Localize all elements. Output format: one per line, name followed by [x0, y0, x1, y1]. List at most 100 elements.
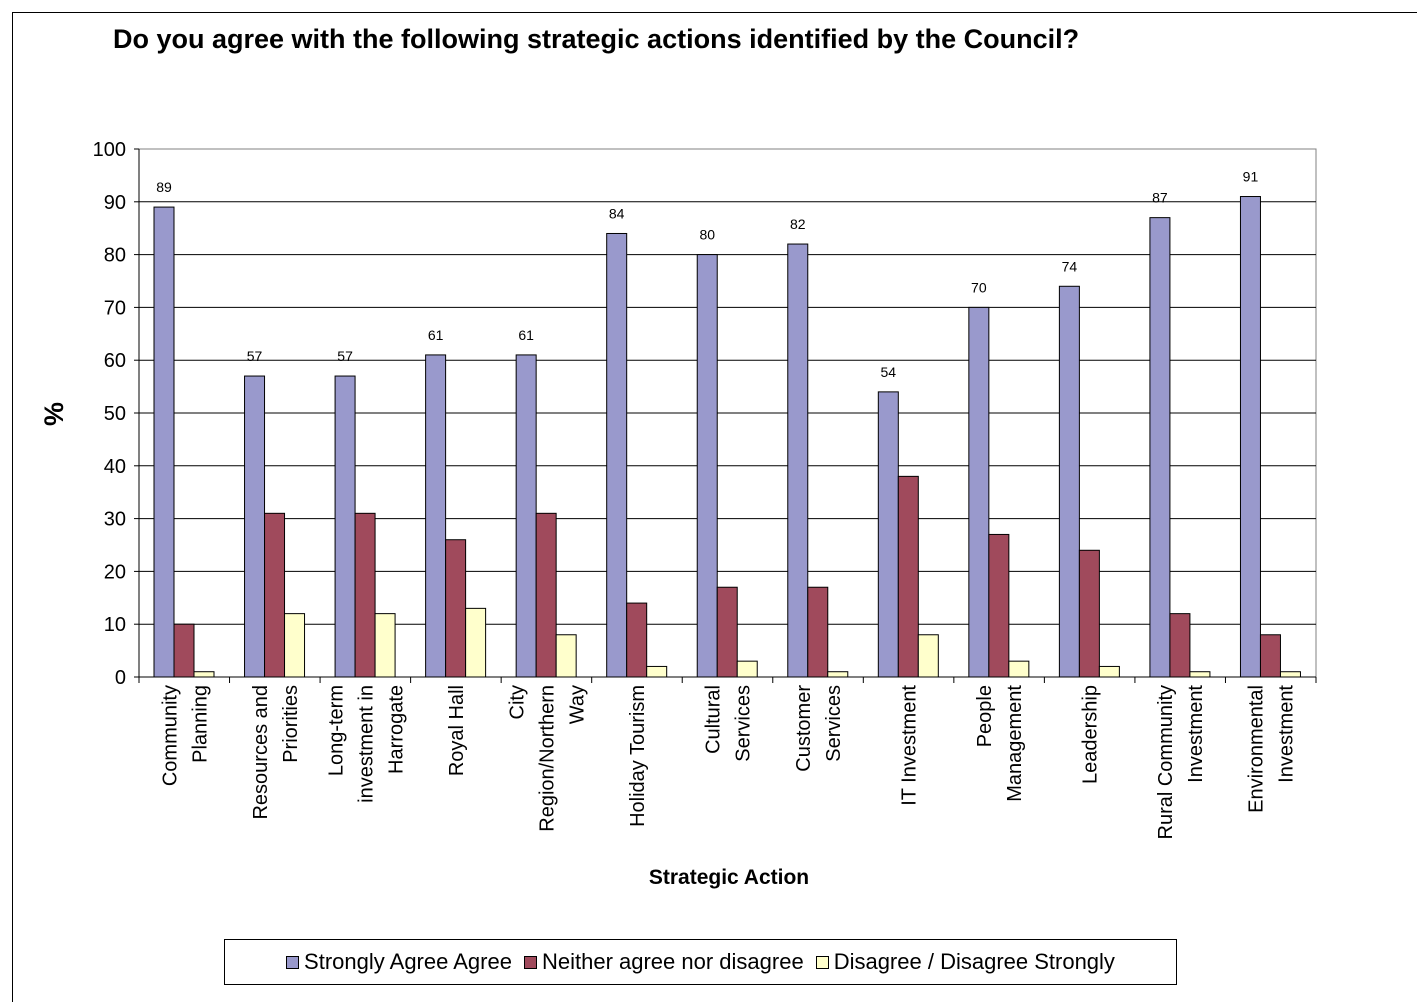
- bar-s2-c3: [465, 607, 487, 678]
- x-category-label-line: Services: [733, 685, 755, 762]
- bar-s0-c11: [1149, 217, 1171, 678]
- x-category-label-line: investment in: [355, 685, 377, 803]
- bar-s1-c11: [1169, 613, 1191, 678]
- data-label: 91: [1243, 169, 1259, 185]
- x-category-label-line: Priorities: [280, 685, 302, 763]
- x-category-label: Environmental Investment: [1246, 685, 1298, 813]
- bar-s0-c2: [334, 375, 356, 678]
- data-label: 70: [971, 279, 987, 295]
- bar-s2-c5: [646, 665, 668, 678]
- y-tick-label: 70: [104, 297, 126, 319]
- x-category-label-line: Royal Hall: [446, 685, 468, 776]
- bar-s0-c3: [425, 354, 447, 678]
- x-category-label-line: Leadership: [1080, 685, 1102, 784]
- legend-label-neither: Neither agree nor disagree: [541, 949, 804, 974]
- data-label: 80: [699, 227, 715, 243]
- x-category-label-line: Investment: [1185, 685, 1207, 783]
- bar-s0-c8: [877, 391, 899, 678]
- x-category-label-line: Long-term: [325, 685, 347, 776]
- bar-s2-c8: [917, 634, 939, 678]
- data-label: 61: [518, 327, 534, 343]
- x-category-label-line: Way: [566, 685, 588, 724]
- chart-title: Do you agree with the following strategi…: [113, 24, 1080, 54]
- x-category-label-line: Holiday Tourism: [627, 685, 649, 827]
- x-category-label-line: Harrogate: [385, 685, 407, 774]
- x-category-label: IT Investment: [899, 685, 921, 806]
- legend: Strongly Agree Agree Neither agree nor d…: [224, 939, 1177, 985]
- bar-s1-c9: [988, 533, 1010, 678]
- x-category-label-line: IT Investment: [899, 685, 921, 806]
- y-tick-label: 30: [104, 509, 126, 531]
- x-category-label: Royal Hall: [446, 685, 468, 776]
- x-category-label-line: Environmental: [1246, 685, 1268, 813]
- x-category-label: City Region/Northern Way: [506, 685, 588, 832]
- bar-s1-c0: [173, 623, 195, 678]
- x-category-label-line: Cultural: [703, 685, 725, 754]
- bar-s1-c7: [807, 586, 829, 678]
- bar-s0-c0: [153, 206, 175, 678]
- x-category-label-line: Management: [1004, 685, 1026, 802]
- x-category-label-line: Investment: [1276, 685, 1298, 783]
- data-label: 82: [790, 216, 806, 232]
- data-label: 89: [156, 179, 172, 195]
- bar-s2-c7: [827, 671, 849, 678]
- data-label: 74: [1062, 258, 1078, 274]
- bar-s1-c6: [716, 586, 738, 678]
- y-tick-label: 0: [115, 667, 126, 689]
- x-category-label: Customer Services: [793, 685, 845, 772]
- legend-swatch-strongly-agree: [286, 955, 300, 969]
- bar-s1-c3: [445, 539, 467, 678]
- bar-s1-c8: [897, 475, 919, 678]
- bar-s1-c4: [535, 512, 557, 678]
- legend-swatch-neither: [523, 955, 537, 969]
- data-label: 87: [1152, 190, 1168, 206]
- y-tick-label: 40: [104, 456, 126, 478]
- bar-s1-c2: [354, 512, 376, 678]
- x-category-label: Cultural Services: [703, 685, 755, 762]
- y-tick-label: 80: [104, 245, 126, 267]
- legend-item-neither: Neither agree nor disagree: [523, 949, 804, 975]
- x-category-label: Long-term investment in Harrogate: [325, 685, 407, 803]
- x-category-label-line: Region/Northern: [536, 685, 558, 832]
- x-category-label-line: Resources and: [250, 685, 272, 820]
- bar-s2-c12: [1279, 671, 1301, 678]
- bar-s1-c1: [264, 512, 286, 678]
- bar-s2-c1: [284, 613, 306, 678]
- bar-s2-c11: [1189, 671, 1211, 678]
- x-category-label-line: Customer: [793, 685, 815, 772]
- bar-s2-c0: [193, 671, 215, 678]
- bar-s1-c12: [1259, 634, 1281, 678]
- bar-s2-c4: [555, 634, 577, 678]
- chart-frame: [12, 12, 1417, 1002]
- x-category-label: Community Planning: [159, 685, 211, 786]
- data-label: 57: [247, 348, 263, 364]
- bar-s0-c4: [515, 354, 537, 678]
- x-category-label-line: Community: [159, 685, 181, 786]
- x-category-label-line: Services: [823, 685, 845, 762]
- bar-s2-c9: [1008, 660, 1030, 678]
- x-category-label-line: Planning: [189, 685, 211, 763]
- x-axis-title: Strategic Action: [649, 866, 809, 889]
- y-tick-label: 20: [104, 561, 126, 583]
- bar-s0-c10: [1058, 285, 1080, 678]
- legend-item-strongly-agree: Strongly Agree Agree: [286, 949, 512, 975]
- bar-s2-c10: [1098, 665, 1120, 678]
- bar-s0-c6: [696, 254, 718, 678]
- bar-s0-c9: [968, 306, 990, 678]
- data-label: 57: [337, 348, 353, 364]
- legend-label-disagree: Disagree / Disagree Strongly: [833, 949, 1115, 974]
- y-axis-title: %: [39, 402, 69, 426]
- y-tick-label: 50: [104, 403, 126, 425]
- y-tick-label: 10: [104, 614, 126, 636]
- bar-s1-c5: [626, 602, 648, 678]
- x-category-label: Rural Community Investment: [1155, 685, 1207, 840]
- bar-s0-c12: [1239, 196, 1261, 678]
- bar-s0-c7: [787, 243, 809, 678]
- x-category-label-line: City: [506, 685, 528, 719]
- data-label: 54: [881, 364, 897, 380]
- bar-s0-c5: [606, 232, 628, 678]
- data-label: 61: [428, 327, 444, 343]
- x-category-label: Resources and Priorities: [250, 685, 302, 820]
- x-category-label: Leadership: [1080, 685, 1102, 784]
